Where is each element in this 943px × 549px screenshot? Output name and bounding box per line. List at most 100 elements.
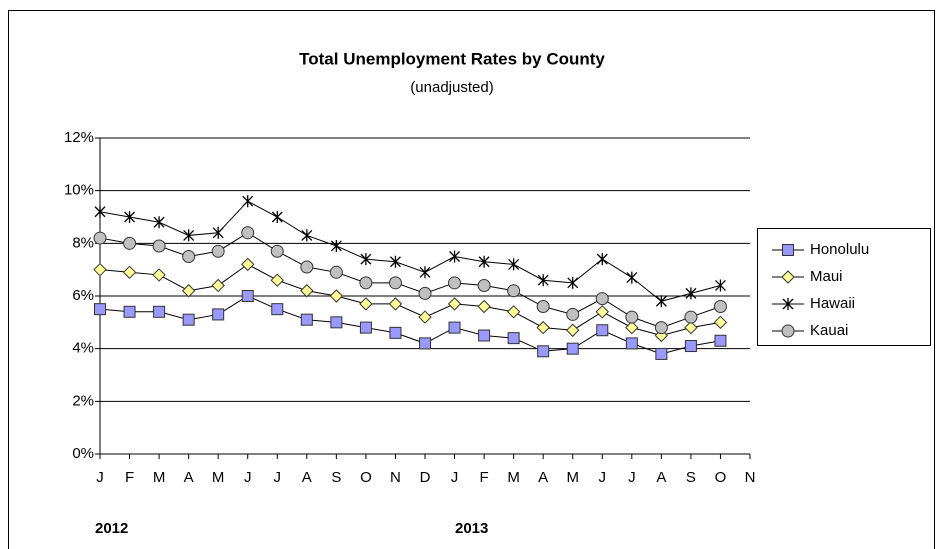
data-point (183, 229, 195, 242)
data-point (537, 345, 550, 358)
chart-subtitle: (unadjusted) (410, 79, 493, 96)
data-point (93, 231, 107, 245)
data-point (211, 244, 225, 258)
x-tick-label: A (302, 469, 312, 486)
data-point (536, 320, 550, 335)
y-tick-label: 12% (64, 129, 94, 146)
data-point (123, 305, 136, 318)
data-point (359, 297, 373, 311)
data-point (329, 265, 343, 279)
data-point (122, 265, 137, 280)
data-point (685, 287, 697, 300)
x-tick-label: A (656, 469, 666, 486)
data-point (596, 253, 608, 266)
x-tick-label: A (184, 469, 194, 486)
data-point (713, 300, 727, 314)
data-point (359, 276, 373, 290)
year-label: 2012 (95, 520, 128, 537)
x-tick-label: N (390, 469, 401, 486)
data-point (419, 337, 431, 350)
data-point (270, 273, 284, 287)
data-point (595, 292, 609, 306)
x-tick-label: J (451, 469, 459, 486)
data-point (241, 226, 255, 240)
legend-label: Maui (810, 268, 843, 285)
x-tick-label: J (628, 469, 636, 486)
data-point (300, 260, 314, 274)
data-point (567, 276, 579, 289)
data-point (271, 211, 283, 223)
legend-marker (781, 324, 795, 338)
data-point (478, 329, 491, 342)
data-point (449, 250, 461, 263)
data-point (211, 278, 225, 293)
data-point (654, 321, 668, 335)
data-point (477, 278, 491, 292)
data-point (478, 255, 490, 268)
x-tick-label: M (212, 469, 225, 486)
data-point (212, 308, 225, 321)
x-tick-label: M (153, 469, 166, 486)
series-line (99, 295, 721, 355)
data-point (330, 239, 342, 252)
legend-label: Kauai (810, 322, 848, 339)
data-point (625, 310, 639, 324)
data-point (566, 323, 580, 337)
data-point (241, 257, 255, 272)
x-tick-label: M (507, 469, 520, 486)
data-point (595, 305, 609, 319)
data-point (655, 347, 668, 360)
data-point (300, 284, 314, 298)
data-point (329, 289, 344, 303)
data-point (684, 310, 698, 324)
legend-label: Honolulu (810, 241, 869, 258)
data-point (152, 239, 166, 253)
data-point (419, 266, 431, 279)
data-point (626, 271, 638, 284)
x-tick-label: J (244, 469, 252, 486)
data-point (301, 229, 313, 242)
legend-marker (782, 298, 794, 310)
chart-title: Total Unemployment Rates by County (299, 49, 605, 68)
data-point (508, 258, 520, 271)
data-point (506, 305, 521, 319)
year-label: 2013 (455, 520, 488, 537)
data-point (212, 226, 224, 239)
data-point (359, 321, 372, 334)
data-point (330, 316, 343, 329)
chart-border (8, 10, 935, 549)
data-point (566, 307, 580, 321)
x-tick-label: A (538, 469, 548, 486)
data-point (625, 320, 639, 335)
x-tick-label: D (420, 469, 431, 486)
data-point (93, 262, 107, 277)
data-point (566, 342, 579, 355)
x-tick-label: O (360, 469, 372, 486)
y-tick-label: 2% (72, 392, 94, 409)
legend-label: Hawaii (810, 295, 855, 312)
data-point (684, 320, 698, 335)
data-point (153, 305, 166, 318)
y-tick-label: 0% (72, 445, 94, 462)
x-tick-label: F (480, 469, 489, 486)
series-line (99, 263, 721, 337)
data-point (182, 313, 195, 326)
series-line (99, 200, 721, 302)
data-point (360, 253, 372, 266)
data-point (507, 284, 521, 298)
data-point (389, 326, 402, 339)
x-tick-label: S (686, 469, 696, 486)
data-point (448, 276, 462, 290)
data-point (536, 300, 550, 314)
x-tick-label: M (566, 469, 579, 486)
data-point (714, 334, 727, 347)
legend-marker (782, 244, 794, 256)
data-point (152, 268, 166, 282)
data-point (507, 332, 520, 345)
x-tick-label: N (745, 469, 756, 486)
data-point (123, 236, 137, 250)
data-point (537, 274, 549, 287)
data-point (447, 297, 462, 311)
x-tick-label: O (715, 469, 727, 486)
x-tick-label: J (274, 469, 282, 486)
